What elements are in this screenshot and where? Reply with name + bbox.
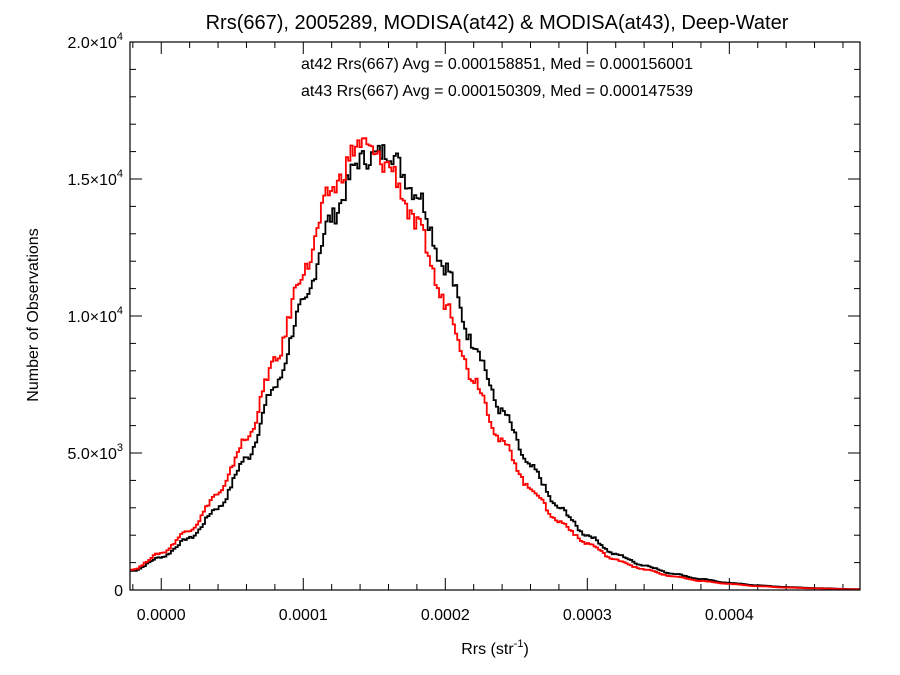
y-axis-label: Number of Observations bbox=[25, 228, 42, 401]
y-tick-label: 0 bbox=[114, 583, 123, 600]
x-axis-label-main: Rrs (str bbox=[461, 641, 514, 658]
x-tick-label: 0.0002 bbox=[421, 607, 470, 624]
x-axis-label-end: ) bbox=[523, 641, 528, 658]
x-tick-label: 0.0001 bbox=[279, 607, 328, 624]
x-axis-label-superscript: -1 bbox=[514, 638, 524, 650]
plot-frame bbox=[129, 41, 861, 591]
x-tick-label: 0.0000 bbox=[137, 607, 186, 624]
data-series bbox=[130, 137, 861, 591]
x-tick-label: 0.0003 bbox=[563, 607, 612, 624]
series-at43-line bbox=[130, 137, 861, 591]
chart-title: Rrs(667), 2005289, MODISA(at42) & MODISA… bbox=[206, 12, 789, 34]
series-at42-line bbox=[130, 144, 860, 591]
x-tick-label: 0.0004 bbox=[705, 607, 754, 624]
axis-ticks: 0.0000 0.0001 0.0002 0.0003 0.0004 0 5.0×103 1.… bbox=[67, 31, 860, 624]
y-tick-label: 1.0×104 bbox=[67, 305, 123, 326]
annotation-at43: at43 Rrs(667) Avg = 0.000150309, Med = 0… bbox=[301, 83, 693, 100]
x-axis-label: Rrs (str-1) bbox=[461, 638, 529, 658]
y-tick-label: 5.0×103 bbox=[67, 442, 123, 463]
y-tick-label: 1.5×104 bbox=[67, 168, 123, 189]
annotation-at42: at42 Rrs(667) Avg = 0.000158851, Med = 0… bbox=[301, 56, 693, 73]
y-tick-label: 2.0×104 bbox=[67, 31, 123, 52]
